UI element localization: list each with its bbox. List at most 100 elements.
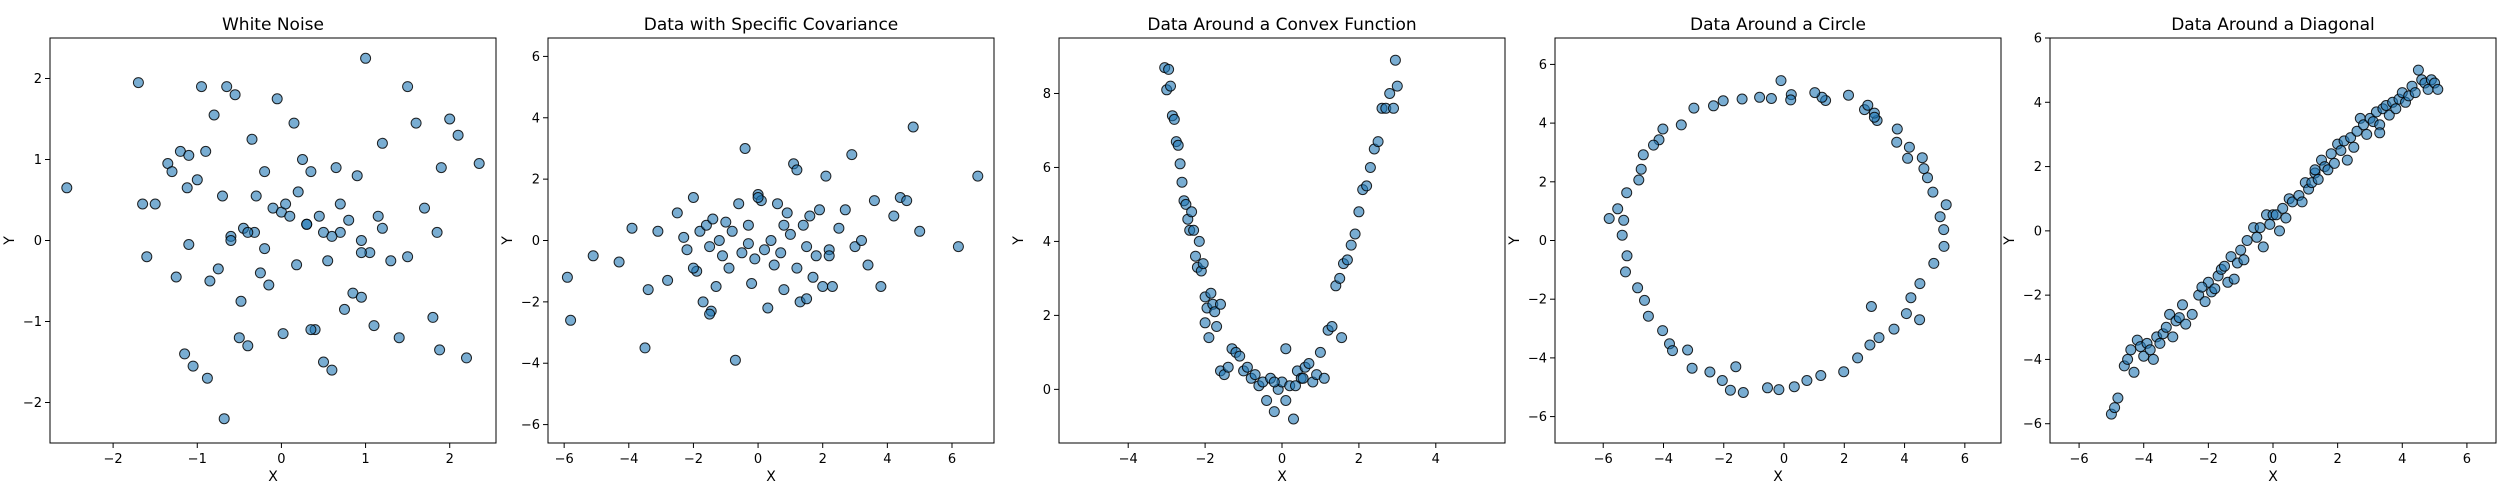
data-point [277, 328, 289, 340]
data-point [1364, 162, 1376, 173]
x-axis-label: X [766, 469, 776, 485]
data-point [2309, 164, 2321, 176]
data-point [208, 109, 220, 121]
data-point [1186, 206, 1198, 218]
data-point [710, 281, 722, 292]
data-point [1642, 310, 1654, 322]
data-point [297, 154, 308, 165]
data-point [2112, 392, 2124, 404]
data-point [1688, 102, 1700, 114]
data-point [322, 255, 334, 267]
data-point [301, 218, 313, 230]
data-point [1621, 250, 1633, 262]
data-point [1188, 224, 1200, 236]
data-point [1314, 346, 1326, 358]
x-tick-label: 4 [883, 452, 891, 467]
data-point [1762, 382, 1773, 394]
data-point [681, 244, 693, 256]
data-point [2177, 299, 2188, 311]
data-point [259, 243, 271, 255]
data-point [2296, 196, 2308, 208]
y-tick-label: −6 [2023, 417, 2042, 432]
data-point [1297, 372, 1309, 384]
data-point [1372, 136, 1384, 148]
data-point [736, 247, 748, 259]
data-point [2138, 350, 2150, 362]
y-tick-label: 6 [1539, 58, 1547, 73]
data-point [1635, 163, 1647, 175]
data-point [1174, 158, 1186, 170]
data-point [772, 198, 783, 210]
data-point [2325, 148, 2337, 160]
data-point [626, 222, 638, 234]
data-point [291, 259, 303, 271]
data-point [742, 219, 754, 231]
data-point [742, 238, 754, 250]
data-point [1905, 292, 1917, 304]
data-point [2254, 222, 2266, 234]
y-tick-label: −4 [1528, 351, 1547, 366]
data-point [204, 275, 216, 287]
data-point [2270, 209, 2282, 221]
data-point [1326, 321, 1338, 332]
data-point [1618, 214, 1630, 226]
x-axis-label: X [2268, 469, 2278, 485]
data-point [2186, 308, 2198, 320]
data-point [1621, 187, 1633, 199]
data-point [1927, 186, 1939, 198]
data-point [431, 226, 443, 238]
data-point [1336, 332, 1348, 344]
data-point [212, 263, 224, 275]
data-point [856, 235, 867, 246]
data-point [242, 340, 254, 352]
x-tick-label: 0 [2269, 452, 2277, 467]
data-point [461, 352, 472, 364]
data-point [1165, 80, 1176, 92]
data-point [288, 117, 300, 129]
y-tick-label: −4 [2023, 353, 2042, 368]
y-tick-label: 0 [532, 234, 540, 249]
scatter-series [1603, 75, 1952, 398]
data-point [801, 293, 813, 305]
x-tick-label: −4 [1654, 452, 1673, 467]
data-point [713, 235, 725, 246]
y-tick-label: 4 [1539, 117, 1547, 132]
data-point [697, 296, 709, 308]
data-point [2257, 241, 2269, 253]
data-point [292, 186, 304, 198]
data-point [1172, 139, 1184, 151]
data-point [2154, 337, 2166, 349]
y-axis-label: Y [1507, 236, 1523, 246]
data-point [2235, 244, 2247, 256]
data-point [791, 164, 803, 176]
data-point [1940, 199, 1952, 211]
data-point [200, 145, 212, 157]
data-point [1288, 413, 1299, 425]
data-point [781, 207, 793, 219]
data-point [723, 262, 735, 274]
data-point [671, 207, 683, 219]
data-point [434, 344, 446, 356]
data-point [914, 225, 926, 237]
data-point [2361, 128, 2373, 140]
data-point [775, 247, 787, 259]
data-point [1775, 75, 1787, 87]
data-point [704, 308, 716, 320]
data-point [2412, 64, 2424, 76]
x-tick-label: 2 [1840, 452, 1848, 467]
data-point [435, 162, 447, 174]
data-point [765, 235, 777, 246]
data-point [1730, 361, 1742, 373]
data-point [351, 170, 363, 182]
data-point [1637, 149, 1649, 161]
data-point [1180, 198, 1192, 210]
data-point [1303, 358, 1315, 369]
x-tick-label: −2 [1196, 452, 1215, 467]
data-point [2228, 273, 2240, 285]
data-point [1612, 203, 1624, 215]
data-point [839, 204, 851, 216]
data-point [1873, 332, 1885, 344]
data-point [2173, 312, 2185, 324]
data-point [1318, 372, 1330, 384]
